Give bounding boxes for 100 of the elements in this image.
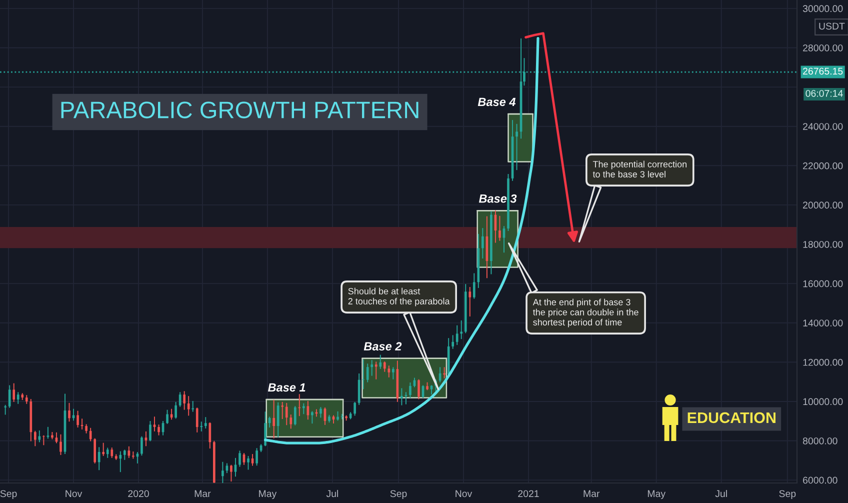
x-tick-label: Jul	[715, 490, 727, 498]
x-tick-label: Mar	[194, 490, 211, 498]
candlestick	[68, 402, 70, 422]
candlestick	[294, 406, 296, 426]
candlestick	[166, 410, 168, 424]
candlestick	[174, 402, 177, 419]
y-tick-label: 14000.00	[803, 320, 843, 326]
annotation: Base 3	[478, 194, 517, 203]
candlestick	[290, 414, 292, 429]
candlestick	[46, 426, 50, 439]
annotation: At the end pint of base 3 the price can double in the shortest period of time	[532, 298, 638, 328]
x-tick-label: Sep	[390, 490, 407, 500]
x-tick-label: Mar	[584, 490, 600, 498]
candlestick	[144, 431, 148, 446]
candlestick	[400, 388, 403, 406]
y-tick-label: 12000.00	[803, 358, 843, 366]
candlestick	[34, 430, 36, 446]
y-tick-label: 10000.00	[803, 398, 843, 406]
candlestick	[222, 462, 224, 483]
candlestick	[230, 464, 232, 482]
candlestick	[276, 402, 280, 438]
candlestick	[516, 124, 518, 170]
candlestick	[119, 451, 122, 472]
candlestick	[452, 335, 454, 349]
y-tick-label: 18000.00	[803, 240, 843, 248]
y-axis-title: USDT	[819, 22, 845, 30]
candlestick	[247, 456, 250, 470]
candlestick	[153, 416, 156, 432]
y-tick-label: 28000.00	[803, 44, 843, 52]
x-tick-label: 2020	[128, 490, 149, 498]
candlestick	[234, 458, 237, 477]
candlestick	[16, 392, 20, 404]
candlestick	[362, 359, 365, 390]
y-tick-label: 20000.00	[803, 202, 843, 209]
candlestick	[38, 430, 41, 442]
candlestick	[392, 367, 394, 380]
candlestick	[196, 408, 198, 432]
annotation: Base 1	[268, 383, 306, 392]
candlestick	[456, 325, 458, 345]
x-tick-label: May	[259, 490, 277, 500]
candlestick	[374, 362, 378, 380]
candlestick	[187, 396, 190, 416]
candlestick	[409, 382, 412, 398]
x-tick-label: Sep	[0, 490, 17, 500]
annotation: Base 4	[478, 98, 516, 106]
candlestick	[60, 434, 62, 455]
annotation: The potential correction to the base 3 level	[592, 160, 686, 178]
candlestick	[158, 424, 160, 436]
ref-line-label: 26765.15	[803, 68, 843, 75]
candlestick	[482, 228, 484, 258]
candlestick	[272, 400, 276, 438]
candlestick	[264, 412, 266, 446]
y-tick-label: 24000.00	[803, 123, 843, 130]
candlestick	[183, 391, 186, 410]
x-tick-label: May	[648, 490, 666, 500]
x-tick-label: Nov	[66, 490, 82, 498]
annotation: Should be at least 2 touches of the parabola	[348, 288, 450, 306]
candlestick	[192, 400, 194, 412]
candlestick	[388, 366, 390, 378]
candlestick	[281, 402, 284, 420]
candlestick	[383, 361, 386, 372]
candlestick	[354, 402, 356, 416]
y-tick-label: 30000.00	[802, 5, 843, 12]
candlestick	[132, 451, 134, 459]
candlestick	[149, 421, 152, 442]
candlestick	[200, 422, 203, 432]
candlestick	[123, 450, 126, 460]
candlestick	[238, 450, 241, 467]
annotation: Base 2	[364, 342, 402, 351]
text: EDUCATION	[688, 412, 776, 424]
candlestick	[170, 408, 173, 420]
candlestick	[140, 436, 143, 456]
candlestick	[94, 438, 96, 464]
y-tick-label: 6000.00	[803, 476, 838, 484]
x-tick-label: Jul	[326, 490, 338, 498]
candlestick	[51, 432, 54, 440]
candlestick	[106, 448, 109, 458]
candlestick	[4, 404, 6, 415]
candlestick	[208, 422, 212, 449]
candlestick	[320, 407, 322, 418]
candlestick	[379, 354, 382, 369]
text: 06:07:14	[806, 90, 843, 97]
candlestick	[366, 364, 369, 382]
candlestick	[98, 447, 100, 470]
candlestick	[76, 410, 79, 428]
y-tick-label: 16000.00	[803, 280, 843, 288]
x-tick-label: Sep	[779, 490, 796, 500]
candlestick	[468, 286, 472, 316]
candlestick	[256, 448, 258, 466]
candlestick	[370, 360, 374, 376]
x-tick-label: 2021	[518, 490, 539, 498]
candlestick	[204, 417, 207, 428]
candlestick	[460, 320, 463, 340]
text: PARABOLIC GROWTH PATTERN	[61, 102, 418, 118]
y-tick-label: 8000.00	[802, 437, 838, 444]
y-tick-label: 22000.00	[803, 162, 843, 170]
candlestick	[110, 448, 114, 458]
candlestick	[285, 402, 288, 426]
candlestick	[12, 383, 16, 402]
candlestick	[418, 379, 420, 400]
